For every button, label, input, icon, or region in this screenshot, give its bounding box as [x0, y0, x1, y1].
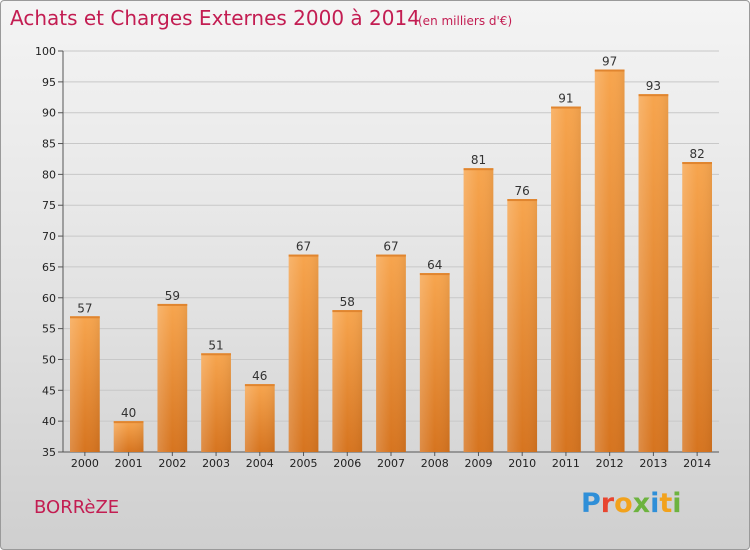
y-tick-label: 95 [42, 76, 56, 89]
y-tick-label: 100 [35, 45, 56, 58]
y-tick-label: 35 [42, 446, 56, 459]
data-label: 97 [602, 55, 617, 69]
bar-shine [638, 94, 669, 452]
bar-shine [157, 303, 188, 452]
y-tick-label: 50 [42, 353, 56, 366]
bar-top-edge [332, 310, 363, 313]
bar-shine [113, 421, 144, 452]
bar-shine [332, 310, 363, 452]
y-tick-label: 55 [42, 323, 56, 336]
x-tick-label: 2000 [71, 457, 99, 470]
data-label: 93 [646, 79, 661, 93]
bar-shine [507, 199, 538, 452]
data-label: 51 [208, 338, 223, 352]
bar-top-edge [594, 69, 625, 72]
y-tick-label: 85 [42, 138, 56, 151]
bar-shine [288, 254, 319, 452]
bar-shine [376, 254, 406, 452]
y-tick-label: 65 [42, 261, 56, 274]
bar-top-edge [157, 303, 188, 306]
bar-shine [682, 162, 713, 453]
bar-shine [69, 316, 100, 452]
bar-top-edge [682, 162, 713, 165]
bar-top-edge [638, 94, 669, 97]
bar-shine [551, 106, 581, 453]
data-label: 40 [121, 406, 136, 420]
x-tick-label: 2006 [333, 457, 361, 470]
y-tick-label: 40 [42, 415, 56, 428]
chart-unit: (en milliers d'€) [418, 14, 513, 28]
x-tick-label: 2010 [508, 457, 536, 470]
bar-top-edge [376, 254, 406, 257]
bar-top-edge [69, 316, 100, 319]
y-tick-label: 45 [42, 384, 56, 397]
bar-top-edge [288, 254, 319, 257]
chart-title: Achats et Charges Externes 2000 à 2014 [10, 6, 420, 30]
x-tick-label: 2002 [158, 457, 186, 470]
x-tick-label: 2009 [464, 457, 492, 470]
data-label: 81 [471, 153, 486, 167]
y-tick-label: 80 [42, 168, 56, 181]
y-tick-label: 60 [42, 292, 56, 305]
x-tick-label: 2012 [596, 457, 624, 470]
x-tick-label: 2004 [246, 457, 274, 470]
bar-top-edge [244, 384, 275, 387]
x-tick-label: 2007 [377, 457, 405, 470]
data-label: 67 [296, 240, 311, 254]
x-tick-label: 2013 [639, 457, 667, 470]
city-name: BORRèZE [34, 497, 120, 518]
x-tick-label: 2003 [202, 457, 230, 470]
data-label: 59 [165, 289, 180, 303]
proxiti-logo: Proxiti [581, 488, 682, 519]
bar-top-edge [419, 273, 450, 276]
data-label: 57 [77, 301, 92, 315]
x-tick-label: 2011 [552, 457, 580, 470]
data-label: 46 [252, 369, 267, 383]
bar-shine [463, 168, 494, 452]
y-tick-label: 70 [42, 230, 56, 243]
x-tick-label: 2005 [290, 457, 318, 470]
bar-shine [244, 384, 275, 452]
y-tick-label: 90 [42, 107, 56, 120]
bar-top-edge [201, 353, 231, 356]
data-label: 67 [383, 240, 398, 254]
x-tick-label: 2001 [115, 457, 143, 470]
bar-top-edge [551, 106, 581, 109]
bar-shine [594, 69, 625, 452]
x-tick-label: 2014 [683, 457, 711, 470]
y-tick-label: 75 [42, 199, 56, 212]
bar-top-edge [113, 421, 144, 424]
bar-shine [419, 273, 450, 452]
data-label: 58 [340, 295, 355, 309]
bar-top-edge [463, 168, 494, 171]
data-label: 76 [515, 184, 530, 198]
bar-top-edge [507, 199, 538, 202]
bar-shine [201, 353, 231, 452]
data-label: 82 [689, 147, 704, 161]
data-label: 64 [427, 258, 442, 272]
x-tick-label: 2008 [421, 457, 449, 470]
data-label: 91 [558, 92, 573, 106]
